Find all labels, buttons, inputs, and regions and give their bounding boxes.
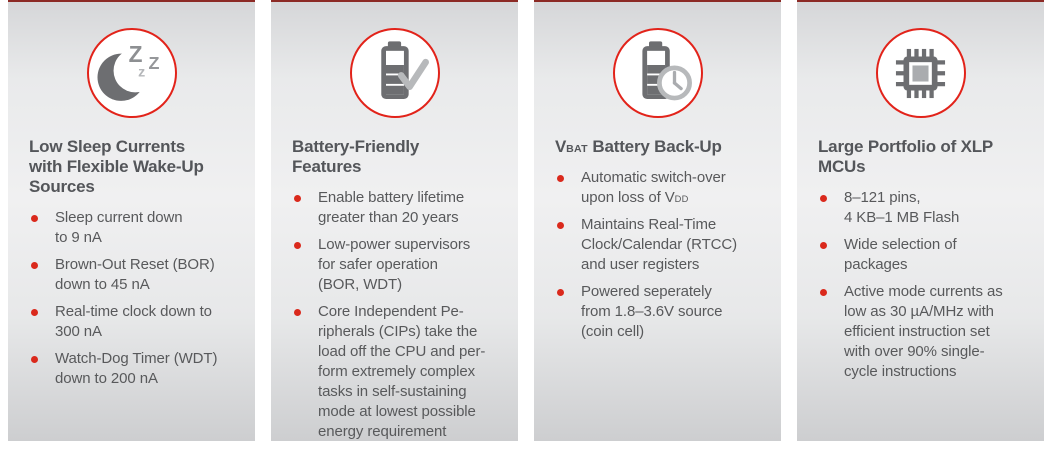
bullet-dot [557,289,564,296]
card-heading: Battery-Friendly Features [292,137,508,179]
bullet-text: Core Independent Pe- ripherals (CIPs) ta… [318,303,486,440]
list-item: Brown-Out Reset (BOR) down to 45 nA [31,255,249,296]
bullet-dot [820,242,827,249]
battery-check-icon [352,31,437,116]
list-item: Watch-Dog Timer (WDT) down to 200 nA [31,349,249,390]
list-item: Low-power supervisors for safer operatio… [294,235,512,296]
bullet-text: Low-power supervisors for safer operatio… [318,236,471,293]
svg-text:Z: Z [149,52,160,72]
bullet-list: Sleep current down to 9 nA Brown-Out Res… [8,208,249,390]
bullet-list: Automatic switch-over upon loss of VDD M… [534,168,775,343]
list-item: Powered seperately from 1.8–3.6V source … [557,282,775,343]
list-item: Enable battery lifetime greater than 20 … [294,188,512,229]
card-heading-rest: Battery Back-Up [587,137,722,156]
card-heading-text: Low Sleep Currents with Flexible Wake-Up… [29,137,204,196]
moon-sleep-zzz-icon: Z z Z [89,31,174,116]
list-item: Active mode currents as low as 30 µA/MHz… [820,282,1038,383]
list-item: Automatic switch-over upon loss of VDD [557,168,775,209]
bullet-dot [820,195,827,202]
card-heading-text: V [555,137,567,156]
bullet-dot [557,175,564,182]
bullet-dot [294,242,301,249]
feature-card-xlp-portfolio: Large Portfolio of XLP MCUs 8–121 pins, … [797,0,1044,441]
card-heading-subscript: BAT [566,143,588,155]
bullet-dot [31,215,38,222]
bullet-text: Active mode currents as low as 30 µA/MHz… [844,283,1003,380]
card-heading-text: Battery-Friendly Features [292,137,420,176]
bullet-text: 8–121 pins, 4 KB–1 MB Flash [844,189,960,226]
icon-circle [612,28,703,118]
panel-top-red-bar [271,0,518,2]
feature-card-battery-friendly: Battery-Friendly Features Enable battery… [271,0,518,441]
icon-circle [349,28,440,118]
feature-panels-row: Z z Z Low Sleep Currents with Flexible W… [8,0,1044,441]
mcu-chip-icon [878,31,963,116]
list-item: Sleep current down to 9 nA [31,208,249,249]
list-item: 8–121 pins, 4 KB–1 MB Flash [820,188,1038,229]
bullet-subscript: DD [674,194,689,204]
feature-card-low-sleep-currents: Z z Z Low Sleep Currents with Flexible W… [8,0,255,441]
panel-top-red-bar [8,0,255,2]
bullet-text: Powered seperately from 1.8–3.6V source … [581,283,723,340]
card-heading: VBAT Battery Back-Up [555,137,771,159]
bullet-dot [31,356,38,363]
list-item: Core Independent Pe- ripherals (CIPs) ta… [294,302,512,443]
card-heading: Low Sleep Currents with Flexible Wake-Up… [29,137,245,199]
bullet-text: Watch-Dog Timer (WDT) down to 200 nA [55,350,218,387]
bullet-text: Enable battery lifetime greater than 20 … [318,189,465,226]
bullet-text: Sleep current down to 9 nA [55,209,183,246]
card-heading: Large Portfolio of XLP MCUs [818,137,1034,179]
bullet-text: Maintains Real-Time Clock/Calendar (RTCC… [581,216,737,273]
battery-clock-icon [615,31,700,116]
bullet-list: 8–121 pins, 4 KB–1 MB Flash Wide selecti… [797,188,1038,383]
bullet-dot [31,262,38,269]
bullet-dot [820,289,827,296]
svg-text:Z: Z [129,41,143,67]
list-item: Real-time clock down to 300 nA [31,302,249,343]
bullet-text: Brown-Out Reset (BOR) down to 45 nA [55,256,215,293]
icon-circle: Z z Z [86,28,177,118]
list-item: Wide selection of packages [820,235,1038,276]
bullet-list: Enable battery lifetime greater than 20 … [271,188,512,443]
feature-card-vbat-backup: VBAT Battery Back-Up Automatic switch-ov… [534,0,781,441]
bullet-dot [31,309,38,316]
bullet-text: Wide selection of packages [844,236,957,273]
svg-text:z: z [138,64,145,80]
card-heading-text: Large Portfolio of XLP MCUs [818,137,994,176]
bullet-text: Real-time clock down to 300 nA [55,303,212,340]
icon-circle [875,28,966,118]
bullet-dot [557,222,564,229]
bullet-dot [294,195,301,202]
panel-top-red-bar [534,0,781,2]
panel-top-red-bar [797,0,1044,2]
bullet-dot [294,309,301,316]
bullet-text: Automatic switch-over upon loss of V [581,169,726,206]
list-item: Maintains Real-Time Clock/Calendar (RTCC… [557,215,775,276]
